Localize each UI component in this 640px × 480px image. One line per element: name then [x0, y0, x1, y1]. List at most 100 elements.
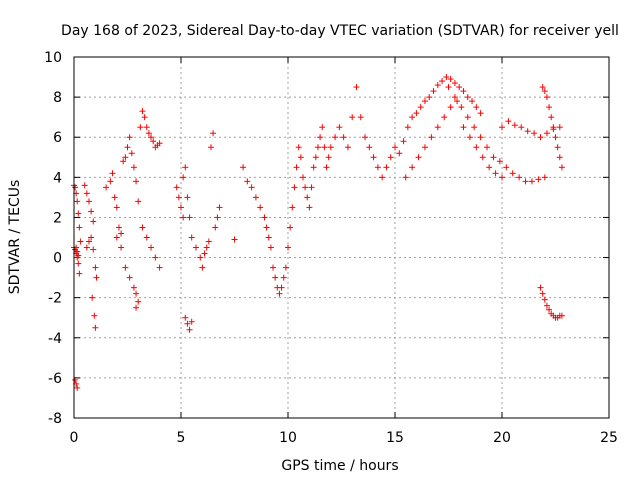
x-tick-label: 25: [600, 430, 618, 446]
data-point: [192, 244, 199, 251]
data-point: [282, 264, 289, 271]
data-point: [370, 154, 377, 161]
y-tick-label: 10: [44, 50, 62, 66]
data-point: [92, 264, 99, 271]
data-point: [120, 158, 127, 165]
data-point: [477, 134, 484, 141]
data-point: [299, 174, 306, 181]
data-point: [184, 320, 191, 327]
x-tick-label: 20: [493, 430, 511, 446]
data-point: [278, 284, 285, 291]
data-point: [541, 174, 548, 181]
data-point: [76, 270, 83, 277]
data-point: [150, 138, 157, 145]
data-point: [484, 144, 491, 151]
data-point: [74, 198, 81, 205]
data-point: [115, 224, 122, 231]
data-point: [113, 204, 120, 211]
data-point: [550, 124, 557, 131]
data-point: [556, 124, 563, 131]
data-point: [451, 94, 458, 101]
data-point: [126, 274, 133, 281]
data-point: [90, 246, 97, 253]
data-point: [310, 164, 317, 171]
data-point: [522, 178, 529, 185]
data-point: [261, 214, 268, 221]
y-tick-label: -6: [48, 371, 62, 387]
y-tick-label: 0: [53, 251, 62, 267]
data-point: [541, 296, 548, 303]
data-point: [126, 134, 133, 141]
y-tick-label: 2: [53, 210, 62, 226]
data-point: [434, 124, 441, 131]
data-point: [291, 184, 298, 191]
data-point: [413, 110, 420, 117]
data-point: [314, 144, 321, 151]
data-point: [447, 76, 454, 83]
data-point: [207, 144, 214, 151]
data-point: [113, 234, 120, 241]
data-point: [83, 190, 90, 197]
data-point: [392, 144, 398, 151]
data-point: [143, 124, 150, 131]
data-point: [421, 144, 428, 151]
data-point: [402, 174, 409, 181]
data-point: [511, 122, 518, 129]
data-point: [118, 230, 125, 237]
data-point: [447, 104, 454, 111]
data-point: [175, 194, 182, 201]
data-point: [473, 144, 480, 151]
x-tick-label: 15: [386, 430, 404, 446]
data-point: [128, 150, 135, 157]
y-tick-label: -8: [48, 411, 62, 427]
y-tick-label: -2: [48, 291, 62, 307]
data-point: [81, 182, 88, 189]
x-tick-label: 10: [279, 430, 297, 446]
data-point: [496, 158, 503, 165]
data-point: [210, 130, 217, 137]
data-point: [516, 174, 523, 181]
data-point: [460, 124, 467, 131]
data-point: [524, 128, 531, 135]
data-point: [72, 376, 79, 383]
data-point: [451, 80, 458, 87]
x-tick-label: 0: [70, 430, 79, 446]
data-point: [133, 304, 140, 311]
data-point: [460, 88, 467, 95]
data-point: [265, 234, 272, 241]
data-point: [531, 130, 538, 137]
data-point: [182, 314, 189, 321]
data-point: [499, 174, 505, 181]
grid: [74, 57, 609, 418]
data-point: [548, 114, 555, 121]
data-point: [537, 284, 544, 291]
data-point: [528, 178, 535, 185]
chart-title: Day 168 of 2023, Sidereal Day-to-day VTE…: [61, 23, 619, 39]
data-point: [327, 144, 334, 151]
data-point: [263, 224, 270, 231]
data-point: [541, 88, 548, 95]
data-point: [257, 204, 264, 211]
data-point: [188, 234, 195, 241]
data-series: [71, 74, 565, 391]
data-point: [349, 114, 356, 121]
data-point: [203, 244, 210, 251]
data-point: [552, 134, 559, 141]
data-point: [325, 154, 332, 161]
data-point: [445, 84, 452, 91]
data-point: [214, 214, 221, 221]
data-point: [492, 170, 499, 177]
data-point: [240, 164, 247, 171]
data-point: [430, 88, 437, 95]
data-point: [109, 170, 116, 177]
data-point: [546, 306, 553, 313]
data-point: [124, 144, 131, 151]
data-point: [464, 94, 471, 101]
data-point: [90, 218, 97, 225]
data-point: [499, 124, 505, 131]
data-point: [141, 114, 148, 121]
data-point: [156, 140, 163, 147]
y-tick-label: -4: [48, 331, 62, 347]
data-point: [539, 84, 546, 91]
data-point: [276, 290, 283, 297]
